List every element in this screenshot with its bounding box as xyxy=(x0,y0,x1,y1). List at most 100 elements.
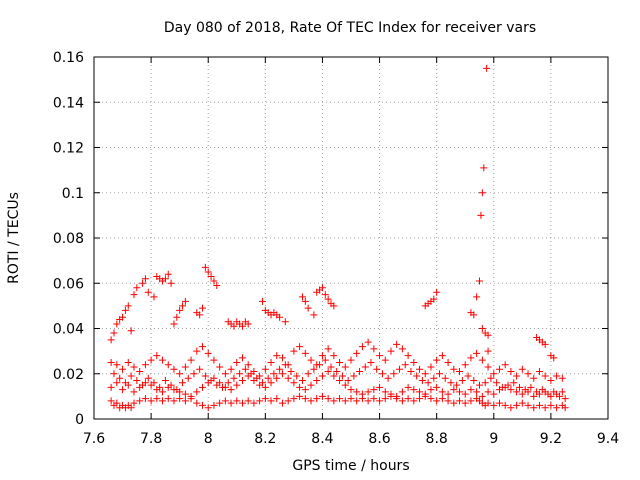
data-point xyxy=(298,293,306,301)
data-point xyxy=(324,395,332,403)
data-point xyxy=(547,401,555,409)
data-point xyxy=(164,395,172,403)
data-point xyxy=(387,390,395,398)
data-point xyxy=(353,388,361,396)
data-point xyxy=(204,268,212,276)
data-point xyxy=(170,397,178,405)
data-point xyxy=(513,401,521,409)
data-point xyxy=(456,388,464,396)
data-point xyxy=(241,365,249,373)
data-point xyxy=(353,397,361,405)
data-point xyxy=(153,352,161,360)
data-point xyxy=(398,397,406,405)
data-points xyxy=(107,64,569,412)
data-point xyxy=(495,399,503,407)
data-point xyxy=(236,370,244,378)
data-point xyxy=(267,358,275,366)
data-point xyxy=(139,381,147,389)
data-point xyxy=(224,379,232,387)
data-point xyxy=(181,363,189,371)
data-point xyxy=(296,383,304,391)
data-point xyxy=(373,365,381,373)
data-point xyxy=(550,354,558,362)
axis-ticks xyxy=(93,56,609,420)
data-point xyxy=(201,372,209,380)
data-point xyxy=(161,377,169,385)
data-point xyxy=(184,374,192,382)
data-point xyxy=(341,363,349,371)
data-point xyxy=(296,392,304,400)
data-point xyxy=(181,297,189,305)
data-point xyxy=(438,395,446,403)
data-point xyxy=(347,386,355,394)
data-point xyxy=(273,352,281,360)
data-point xyxy=(264,374,272,382)
data-point xyxy=(427,386,435,394)
data-point xyxy=(113,320,121,328)
data-point xyxy=(164,270,172,278)
data-point xyxy=(464,372,472,380)
data-point xyxy=(410,386,418,394)
data-point xyxy=(484,363,492,371)
data-point xyxy=(447,379,455,387)
data-point xyxy=(267,379,275,387)
data-point xyxy=(513,388,521,396)
data-point xyxy=(416,388,424,396)
data-point xyxy=(507,367,515,375)
data-point xyxy=(119,365,127,373)
data-point xyxy=(467,354,475,362)
data-point xyxy=(304,304,312,312)
data-point xyxy=(313,377,321,385)
data-point xyxy=(141,275,149,283)
data-point xyxy=(133,377,141,385)
data-point xyxy=(553,372,561,380)
data-point xyxy=(541,404,549,412)
data-point xyxy=(413,372,421,380)
data-point xyxy=(278,370,286,378)
data-point xyxy=(493,379,501,387)
data-point xyxy=(555,392,563,400)
data-point xyxy=(495,365,503,373)
data-point xyxy=(127,404,135,412)
data-point xyxy=(321,356,329,364)
data-point xyxy=(193,388,201,396)
data-point xyxy=(147,397,155,405)
data-point xyxy=(550,388,558,396)
data-point xyxy=(330,302,338,310)
data-point xyxy=(301,297,309,305)
data-point xyxy=(107,397,115,405)
y-tick-label: 0.1 xyxy=(62,186,84,202)
data-point xyxy=(347,356,355,364)
data-point xyxy=(476,381,483,389)
data-point xyxy=(333,367,341,375)
data-point xyxy=(370,395,378,403)
data-point xyxy=(487,374,495,382)
data-point xyxy=(547,377,555,385)
data-point xyxy=(107,383,115,391)
data-point xyxy=(196,365,204,373)
data-point xyxy=(261,383,269,391)
data-point xyxy=(124,358,132,366)
data-point xyxy=(436,370,444,378)
x-tick-label: 8.6 xyxy=(368,431,390,447)
x-tick-label: 8.8 xyxy=(426,431,448,447)
data-point xyxy=(141,361,149,369)
data-point xyxy=(553,404,561,412)
data-point xyxy=(247,370,255,378)
data-point xyxy=(244,320,252,328)
data-point xyxy=(216,363,224,371)
x-tick-label: 9 xyxy=(489,431,498,447)
data-point xyxy=(113,361,121,369)
data-point xyxy=(227,386,235,394)
data-point xyxy=(199,304,207,312)
data-point xyxy=(404,352,412,360)
data-point xyxy=(204,349,212,357)
data-point xyxy=(301,349,309,357)
data-point xyxy=(324,295,332,303)
data-point xyxy=(193,347,201,355)
data-point xyxy=(221,370,229,378)
data-point xyxy=(318,352,326,360)
data-point xyxy=(270,370,278,378)
data-point xyxy=(207,377,215,385)
data-point xyxy=(310,365,318,373)
